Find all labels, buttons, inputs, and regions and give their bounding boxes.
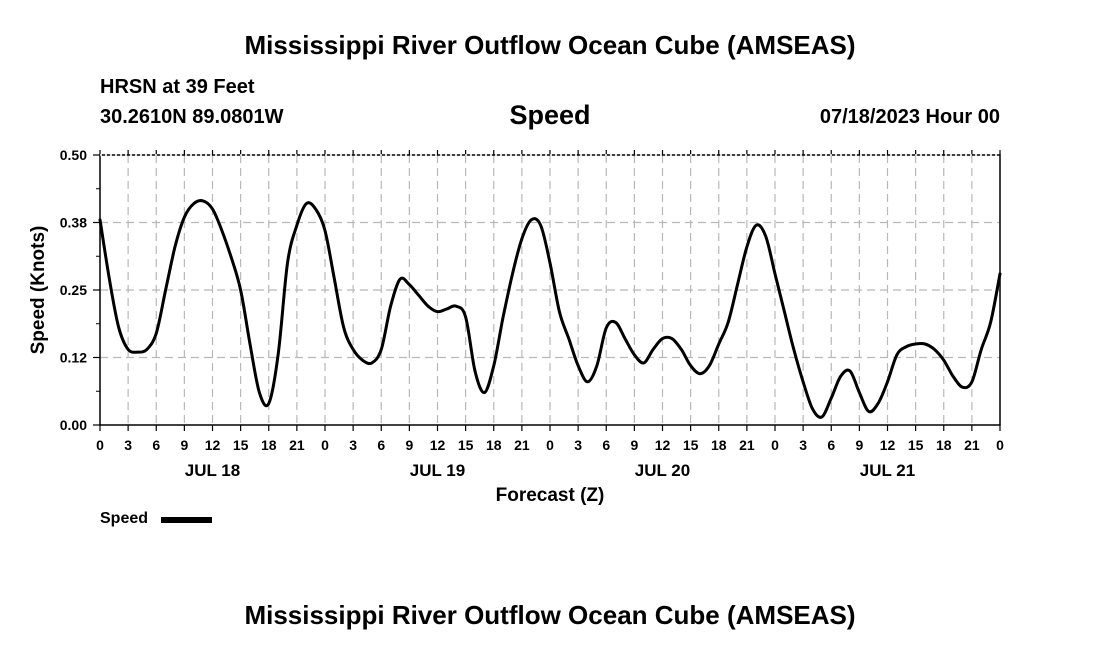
y-tick-label: 0.12	[60, 350, 87, 366]
x-tick-label: 3	[799, 437, 807, 453]
x-tick-label: 12	[655, 437, 671, 453]
x-tick-label: 6	[377, 437, 385, 453]
x-tick-label: 18	[936, 437, 952, 453]
x-tick-label: 12	[880, 437, 896, 453]
day-label: JUL 18	[185, 461, 240, 480]
x-tick-label: 15	[683, 437, 699, 453]
x-tick-label: 3	[124, 437, 132, 453]
speed-series-line	[98, 199, 1002, 419]
x-tick-label: 21	[739, 437, 755, 453]
day-label: JUL 19	[410, 461, 465, 480]
x-tick-label: 21	[289, 437, 305, 453]
grid-lines	[100, 155, 1000, 425]
y-axis-label: Speed (Knots)	[28, 226, 49, 355]
variable-title: Speed	[509, 100, 591, 130]
x-tick-label: 6	[152, 437, 160, 453]
day-labels: JUL 18 JUL 19 JUL 20 JUL 21	[185, 461, 915, 480]
x-axis-label: Forecast (Z)	[496, 485, 605, 506]
x-tick-label: 21	[964, 437, 980, 453]
x-tick-label: 15	[908, 437, 924, 453]
x-tick-label: 0	[321, 437, 329, 453]
day-label: JUL 20	[635, 461, 690, 480]
x-tick-label: 6	[827, 437, 835, 453]
x-tick-label: 15	[458, 437, 474, 453]
x-tick-label: 0	[771, 437, 779, 453]
chart-title-top: Mississippi River Outflow Ocean Cube (AM…	[244, 30, 856, 60]
station-label: HRSN at 39 Feet	[100, 76, 255, 98]
x-tick-label: 12	[205, 437, 221, 453]
x-tick-labels: 0 3 6 9 12 15 18 21 0 3 6 9 12 15 18 21 0 3 6 9 12 15 18 21 0 3 6 9…	[96, 437, 1004, 453]
chart-title-bottom: Mississippi River Outflow Ocean Cube (AM…	[244, 600, 856, 630]
axis-ticks	[93, 150, 1001, 431]
legend-line-swatch	[161, 517, 212, 523]
x-tick-label: 0	[96, 437, 104, 453]
y-tick-label: 0.50	[60, 147, 87, 163]
x-tick-label: 18	[711, 437, 727, 453]
x-tick-label: 3	[574, 437, 582, 453]
x-tick-label: 9	[855, 437, 863, 453]
forecast-datetime: 07/18/2023 Hour 00	[819, 106, 1000, 128]
x-tick-label: 3	[349, 437, 357, 453]
y-tick-labels: 0.00 0.12 0.25 0.38 0.50	[60, 147, 87, 433]
y-tick-label: 0.00	[60, 417, 87, 433]
x-tick-label: 15	[233, 437, 249, 453]
coordinates-label: 30.2610N 89.0801W	[100, 106, 284, 128]
legend-label: Speed	[100, 510, 149, 527]
x-tick-label: 9	[630, 437, 638, 453]
x-tick-label: 0	[546, 437, 554, 453]
day-label: JUL 21	[860, 461, 915, 480]
x-tick-label: 21	[514, 437, 530, 453]
y-tick-label: 0.25	[60, 282, 87, 298]
x-tick-label: 18	[486, 437, 502, 453]
x-tick-label: 0	[996, 437, 1004, 453]
x-tick-label: 6	[602, 437, 610, 453]
x-tick-label: 9	[405, 437, 413, 453]
y-tick-label: 0.38	[60, 215, 87, 231]
x-tick-label: 18	[261, 437, 277, 453]
x-tick-label: 12	[430, 437, 446, 453]
x-tick-label: 9	[180, 437, 188, 453]
